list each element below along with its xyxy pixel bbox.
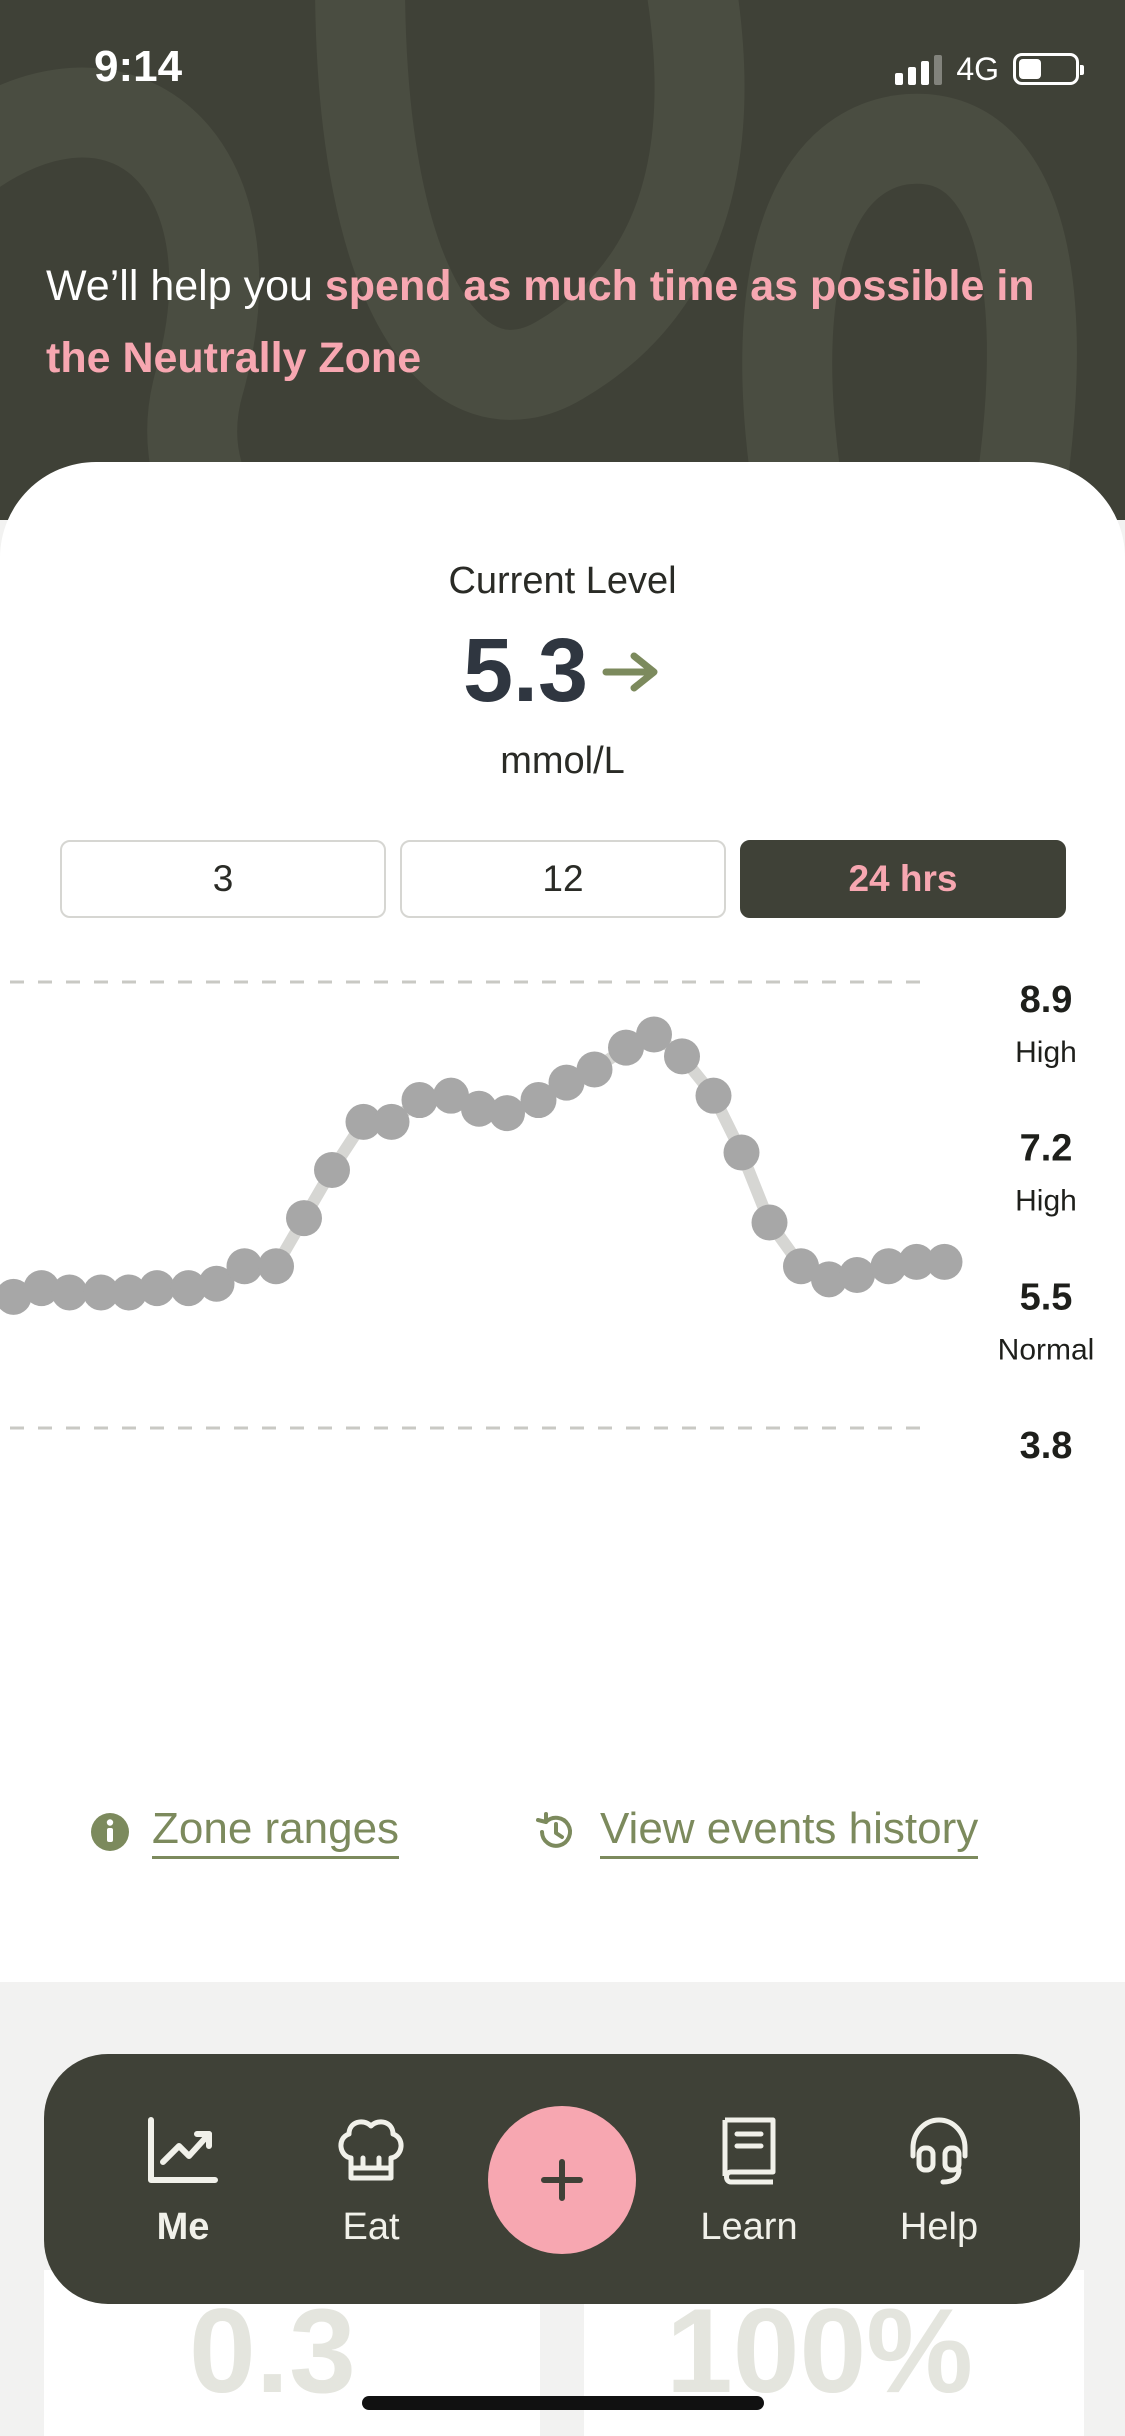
current-level-row: 5.3: [0, 620, 1125, 723]
data-point: [695, 1077, 732, 1114]
data-point: [139, 1270, 175, 1307]
signal-icon: [895, 53, 943, 85]
data-point: [664, 1038, 700, 1075]
nav-label-help: Help: [899, 2206, 979, 2248]
y-tick-value: 5.5: [1020, 1276, 1073, 1318]
trend-arrow-right-icon: [602, 652, 658, 691]
data-point: [751, 1204, 788, 1241]
tagline: We’ll help you spend as much time as pos…: [46, 250, 1046, 394]
stat-value-right: 100%: [666, 2284, 973, 2418]
range-button-24hrs[interactable]: 24 hrs: [740, 840, 1066, 918]
nav-item-eat[interactable]: Eat: [296, 2112, 446, 2249]
add-button[interactable]: [488, 2106, 636, 2254]
y-tick-zone-label: High: [1015, 1036, 1077, 1069]
range-button-3[interactable]: 3: [60, 840, 386, 918]
nav-item-help[interactable]: Help: [864, 2112, 1014, 2249]
data-point: [811, 1261, 847, 1298]
chart-trend-icon: [148, 2117, 218, 2183]
plus-icon: [541, 2159, 583, 2201]
data-point: [198, 1265, 235, 1302]
y-tick-zone-label: Normal: [998, 1333, 1095, 1366]
y-tick-value: 8.9: [1020, 979, 1073, 1021]
view-events-history-label: View events history: [600, 1804, 979, 1859]
data-point: [461, 1090, 497, 1127]
data-point: [111, 1274, 147, 1311]
nav-label-eat: Eat: [342, 2206, 400, 2248]
book-icon: [722, 2117, 776, 2185]
nav-label-learn: Learn: [700, 2206, 798, 2248]
battery-icon: [1013, 53, 1084, 85]
data-point: [723, 1134, 760, 1171]
data-point: [926, 1243, 963, 1280]
tagline-highlight: spend as much time as possible in the Ne…: [46, 262, 1035, 382]
nav-item-me[interactable]: Me: [108, 2112, 258, 2249]
data-point: [898, 1243, 935, 1280]
tagline-plain: We’ll help you: [46, 262, 325, 310]
range-button-12[interactable]: 12: [400, 840, 726, 918]
data-point: [345, 1103, 382, 1140]
network-label: 4G: [956, 50, 999, 87]
home-indicator: [362, 2396, 764, 2410]
headset-icon: [910, 2117, 968, 2185]
header: 9:14 4G We’ll help you spend as much tim…: [0, 0, 1125, 520]
data-point: [373, 1103, 410, 1140]
data-point: [23, 1270, 60, 1307]
y-tick-value: 3.8: [1020, 1425, 1073, 1467]
status-indicators: 4G: [895, 48, 1084, 90]
data-point: [783, 1248, 819, 1285]
history-icon: [536, 1811, 572, 1848]
time-range-selector: 3 12 24 hrs: [60, 840, 1066, 918]
zone-ranges-link[interactable]: Zone ranges: [90, 1804, 400, 1859]
data-point: [226, 1248, 263, 1285]
data-point: [258, 1248, 294, 1285]
bottom-nav: Me Eat Learn Help: [44, 2054, 1080, 2304]
status-time: 9:14: [94, 42, 183, 91]
card-links: Zone ranges View events history: [0, 1804, 1125, 1864]
current-level-value: 5.3: [462, 621, 589, 721]
data-point: [83, 1274, 119, 1311]
stat-value-left: 0.3: [189, 2284, 356, 2418]
nav-item-learn[interactable]: Learn: [674, 2112, 824, 2249]
data-point: [636, 1016, 672, 1053]
chef-hat-icon: [338, 2119, 404, 2181]
info-icon: [91, 1812, 129, 1851]
background-pattern: [0, 0, 1077, 520]
data-point: [839, 1256, 875, 1293]
data-point: [286, 1200, 322, 1237]
data-point: [520, 1082, 557, 1119]
data-point: [314, 1152, 350, 1189]
data-point: [608, 1029, 644, 1066]
data-point: [489, 1095, 525, 1132]
data-point: [870, 1248, 907, 1285]
y-tick-value: 7.2: [1020, 1128, 1073, 1170]
data-point: [401, 1082, 438, 1119]
data-point: [170, 1270, 207, 1307]
current-level-title: Current Level: [448, 560, 677, 602]
nav-label-me: Me: [156, 2206, 210, 2248]
zone-ranges-label: Zone ranges: [152, 1804, 400, 1859]
data-point: [576, 1051, 613, 1088]
glucose-card: Current Level 5.3 mmol/L 3 12 24 hrs 8.9…: [0, 462, 1125, 1982]
view-events-history-link[interactable]: View events history: [534, 1804, 979, 1859]
data-point: [433, 1077, 469, 1114]
y-tick-zone-label: High: [1015, 1185, 1077, 1218]
data-point: [548, 1064, 585, 1101]
current-level-unit: mmol/L: [500, 740, 625, 782]
data-point: [51, 1274, 88, 1311]
